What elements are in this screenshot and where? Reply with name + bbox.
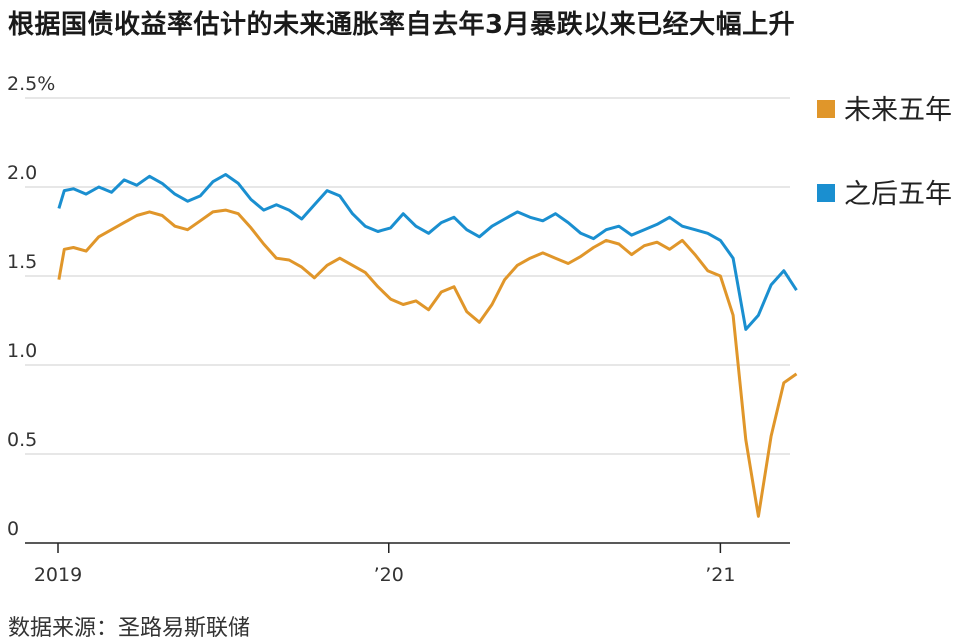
y-tick-label: 2.0	[7, 162, 37, 184]
legend-label-2: 之后五年	[844, 179, 952, 210]
y-tick-label: 1.0	[7, 340, 37, 362]
series-line-1	[57, 208, 798, 518]
series-lines	[57, 173, 798, 518]
y-tick-label: 0	[7, 518, 19, 540]
y-tick-label: 1.5	[7, 251, 37, 273]
source-note: 数据来源：圣路易斯联储	[8, 616, 251, 641]
y-tick-label: 2.5%	[7, 73, 55, 95]
chart-title: 根据国债收益率估计的未来通胀率自去年3月暴跌以来已经大幅上升	[8, 10, 796, 40]
legend-swatch-1	[817, 100, 835, 118]
x-tick-label: ’21	[705, 564, 735, 586]
x-axis: 2019 ’20 ’21	[25, 542, 790, 586]
y-axis-ticks: 2.5% 2.0 1.5 1.0 0.5 0	[7, 73, 55, 540]
x-tick-label: ’20	[374, 564, 404, 586]
series-line-2	[57, 173, 798, 331]
legend-swatch-2	[817, 184, 835, 202]
y-tick-label: 0.5	[7, 429, 37, 451]
gridlines	[25, 97, 790, 455]
x-tick-label: 2019	[34, 564, 82, 586]
legend-label-1: 未来五年	[844, 95, 952, 126]
